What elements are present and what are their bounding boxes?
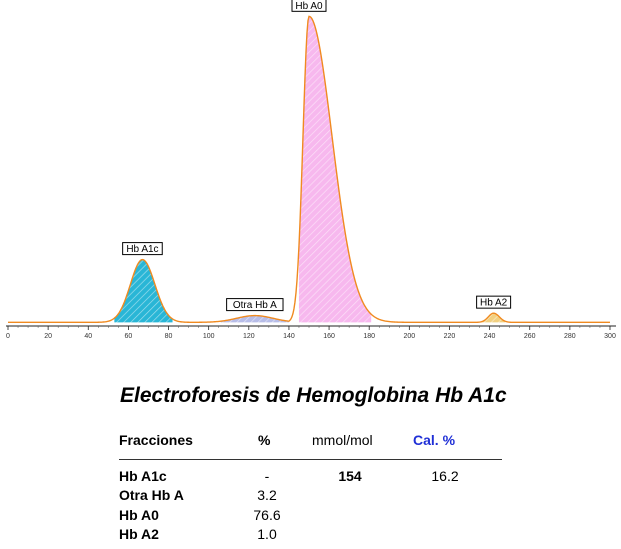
fraction-mmol: 154 bbox=[338, 468, 362, 484]
x-tick-label: 220 bbox=[444, 333, 456, 340]
peak-area bbox=[114, 259, 173, 323]
peak-area bbox=[479, 313, 506, 323]
table-row: Otra Hb A 3.2 bbox=[0, 487, 621, 505]
fraction-calibrated: 16.2 bbox=[431, 468, 459, 484]
peak-label: Hb A2 bbox=[480, 298, 508, 309]
table-row: Hb A0 76.6 bbox=[0, 507, 621, 525]
x-tick-label: 120 bbox=[243, 333, 255, 340]
fraction-name: Hb A1c bbox=[119, 468, 167, 484]
header-mmol: mmol/mol bbox=[312, 432, 373, 448]
peak-label: Hb A1c bbox=[126, 244, 158, 255]
trace-line bbox=[8, 15, 610, 324]
x-tick-label: 40 bbox=[84, 333, 92, 340]
x-tick-label: 0 bbox=[6, 333, 10, 340]
peak-label: Hb A0 bbox=[295, 1, 323, 12]
table-row: Hb A1c - 154 16.2 bbox=[0, 468, 621, 486]
header-percent: % bbox=[258, 432, 271, 448]
peak-label-box bbox=[291, 0, 327, 12]
x-tick-label: 80 bbox=[165, 333, 173, 340]
x-tick-label: 300 bbox=[604, 333, 616, 340]
x-tick-label: 200 bbox=[403, 333, 415, 340]
peak-area bbox=[220, 315, 289, 323]
x-tick-label: 280 bbox=[564, 333, 576, 340]
table-row: Hb A2 1.0 bbox=[0, 526, 621, 544]
x-tick-label: 240 bbox=[484, 333, 496, 340]
fraction-percent: 3.2 bbox=[257, 487, 277, 503]
x-tick-label: 60 bbox=[125, 333, 133, 340]
x-tick-label: 260 bbox=[524, 333, 536, 340]
fraction-name: Otra Hb A bbox=[119, 487, 184, 503]
x-tick-label: 180 bbox=[363, 333, 375, 340]
fraction-percent: - bbox=[264, 468, 270, 484]
peak-label-box bbox=[226, 298, 284, 312]
fraction-name: Hb A2 bbox=[119, 526, 159, 542]
peak-label-box bbox=[476, 295, 512, 309]
table-divider bbox=[119, 459, 502, 460]
x-tick-label: 140 bbox=[283, 333, 295, 340]
fraction-percent: 76.6 bbox=[253, 507, 281, 523]
header-calibrated: Cal. % bbox=[413, 432, 456, 448]
x-tick-label: 20 bbox=[44, 333, 52, 340]
fraction-percent: 1.0 bbox=[257, 526, 277, 542]
fraction-name: Hb A0 bbox=[119, 507, 159, 523]
electrophoresis-chart: 0 20 40 60 80 100 120 140 160 180 200 220 240 260 280 3… bbox=[6, 0, 616, 340]
peak-label: Otra Hb A bbox=[233, 300, 277, 311]
peak-area bbox=[298, 16, 372, 323]
report-title: Electroforesis de Hemoglobina Hb A1c bbox=[120, 384, 507, 407]
x-tick-label: 160 bbox=[323, 333, 335, 340]
peak-label-box bbox=[122, 242, 163, 256]
header-fracciones: Fracciones bbox=[119, 432, 193, 448]
x-tick-label: 100 bbox=[203, 333, 215, 340]
